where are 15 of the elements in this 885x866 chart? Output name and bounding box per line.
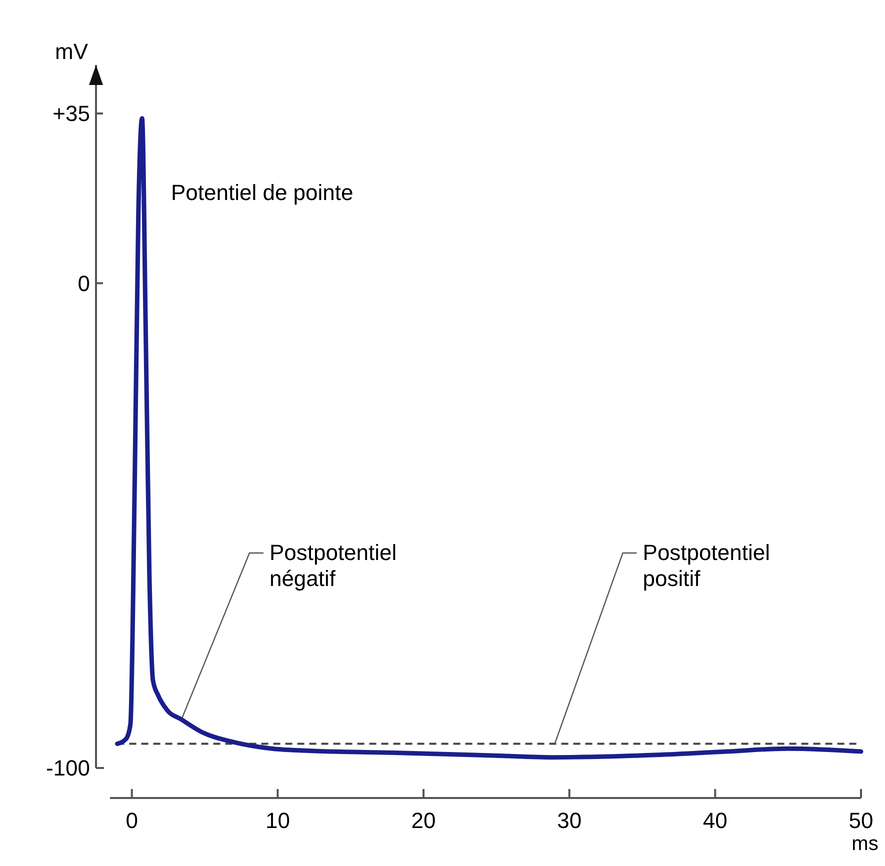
annotation: Postpotentiel positif [642, 540, 770, 591]
x-tick-label: 40 [702, 808, 728, 833]
x-tick-label: 0 [126, 808, 138, 833]
x-tick-label: 10 [265, 808, 290, 833]
x-axis-title: ms [852, 833, 878, 855]
x-tick-label: 20 [411, 808, 436, 833]
y-tick-label: -100 [46, 756, 90, 781]
line-series [115, 116, 864, 760]
x-tick-label: 50 [848, 808, 874, 833]
x-tick-label: 30 [557, 808, 582, 833]
y-axis-title: mV [55, 39, 88, 64]
annotation: Potentiel de pointe [171, 180, 354, 205]
y-tick-label: 0 [78, 270, 90, 296]
annotation: Postpotentiel négatif [269, 540, 397, 591]
y-tick-label: +35 [52, 101, 90, 126]
